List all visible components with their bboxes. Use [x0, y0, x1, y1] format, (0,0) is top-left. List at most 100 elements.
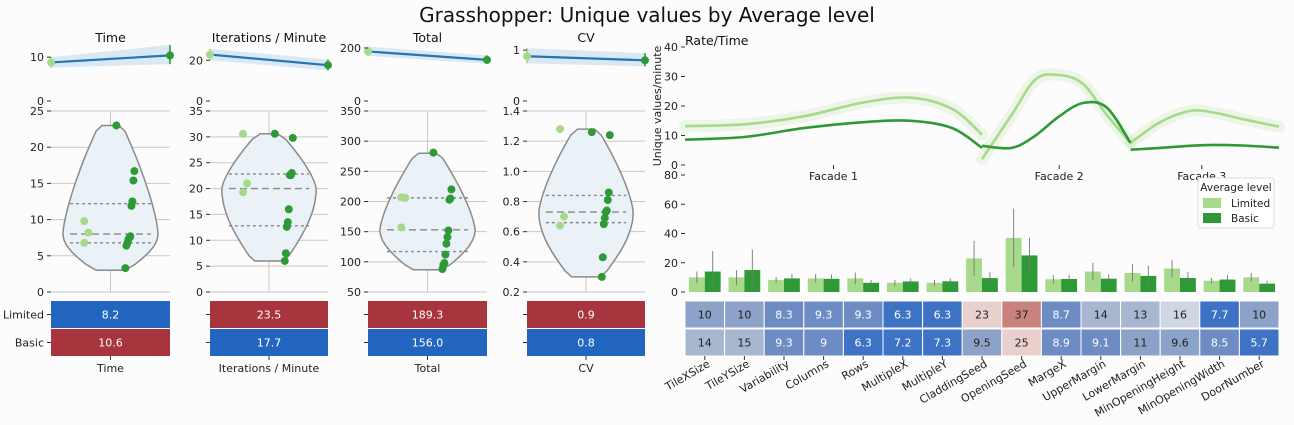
limited-point	[80, 238, 89, 247]
y-tick-label: 200	[340, 42, 361, 55]
rate-line-basic	[981, 100, 1132, 150]
rate-title: Rate/Time	[685, 33, 749, 48]
bar-limited	[847, 278, 864, 292]
y-tick-label: 15	[189, 208, 203, 221]
y-tick-label: 200	[340, 196, 361, 209]
summary-value: 156.0	[412, 337, 444, 350]
y-tick-label: 0	[671, 286, 678, 299]
panel-title: Time	[94, 30, 126, 45]
heat-value: 9.1	[1092, 337, 1110, 350]
summary-cell	[527, 329, 645, 356]
y-tick-label: 10	[30, 51, 44, 64]
heat-cell	[1159, 300, 1201, 329]
y-tick-label: 20	[189, 183, 203, 196]
y-tick-label: 0	[37, 95, 44, 108]
chart-layer: Time 0 10 Iterations / Minute 0 20 Total 0 200 CV…	[3, 30, 1285, 420]
summary-value: 189.3	[412, 309, 444, 322]
heat-value: 6.3	[894, 309, 912, 322]
rate-line-limited	[684, 96, 983, 136]
heat-cell	[961, 328, 1003, 357]
y-tick-label: 0	[196, 286, 203, 299]
heat-cell	[1238, 300, 1280, 329]
heat-cell	[1238, 328, 1280, 357]
limited-point	[401, 193, 410, 202]
basic-point	[282, 222, 291, 231]
bar-basic	[1021, 255, 1038, 292]
x-axis-label: Iterations / Minute	[219, 362, 320, 375]
y-tick-label: 0	[671, 159, 678, 172]
basic-point	[597, 272, 606, 281]
x-axis-label: Time	[96, 362, 124, 375]
y-tick-label: 350	[340, 105, 361, 118]
legend-label-basic: Basic	[1231, 213, 1259, 225]
y-tick-label: 100	[340, 256, 361, 269]
basic-point	[121, 264, 130, 273]
summary-cell	[210, 329, 328, 356]
bar-basic	[784, 278, 800, 292]
y-tick-label: 5	[37, 250, 44, 263]
y-tick-label: 1.4	[503, 105, 521, 118]
basic-point	[599, 220, 608, 229]
heat-cell	[1001, 300, 1042, 329]
panel-title: Total	[412, 30, 442, 45]
basic-point	[284, 205, 293, 214]
heat-value: 11	[1133, 337, 1147, 350]
heat-value: 10	[737, 309, 751, 322]
heat-value: 10	[698, 309, 712, 322]
bar-basic	[942, 281, 959, 292]
bar-limited	[886, 282, 903, 292]
heat-value: 8.7	[1052, 309, 1070, 322]
limited-point	[80, 217, 89, 226]
legend-swatch-limited	[1203, 198, 1221, 208]
legend-title: Average level	[1200, 182, 1271, 194]
y-tick-label: 5	[196, 260, 203, 273]
y-tick-label: 15	[30, 177, 44, 190]
heat-value: 6.3	[934, 309, 952, 322]
row-label: Basic	[15, 337, 44, 350]
y-tick-label: 35	[189, 105, 203, 118]
basic-point	[122, 241, 131, 250]
heat-cell	[922, 300, 963, 329]
summary-value: 0.8	[577, 337, 595, 350]
x-axis-label: Total	[414, 362, 441, 375]
heat-value: 6.3	[854, 337, 872, 350]
heat-cell	[684, 328, 726, 357]
bar-limited	[1243, 277, 1260, 292]
trend-line	[50, 54, 171, 64]
basic-point	[129, 176, 138, 185]
summary-cell	[51, 329, 170, 356]
summary-value: 8.2	[102, 309, 120, 322]
bar-basic	[1180, 277, 1196, 292]
limited-point	[556, 125, 565, 134]
y-tick-label: 25	[189, 157, 203, 170]
heat-value: 9.5	[973, 337, 991, 350]
limited-point	[397, 223, 406, 232]
y-tick-label: 0	[37, 286, 44, 299]
summary-cell	[368, 301, 487, 328]
row-label: Limited	[3, 309, 44, 322]
bar-basic	[823, 278, 840, 292]
x-axis-label: CV	[578, 362, 594, 375]
basic-point	[445, 195, 454, 204]
panel-title: CV	[577, 30, 595, 45]
category-label: Columns	[783, 357, 831, 392]
basic-point	[587, 128, 596, 137]
y-tick-label: 0	[513, 95, 520, 108]
heat-cell	[842, 328, 884, 357]
heat-cell	[1199, 328, 1240, 357]
y-tick-label: 10	[664, 130, 678, 143]
trend-line	[209, 53, 329, 67]
bar-limited	[926, 282, 943, 292]
heat-cell	[763, 328, 805, 357]
bar-limited	[688, 277, 705, 292]
heat-value: 7.2	[894, 337, 912, 350]
heat-value: 14	[698, 337, 712, 350]
heat-cell	[803, 300, 844, 329]
bar-basic	[982, 278, 998, 292]
rate-line-basic	[1130, 143, 1280, 151]
rate-y-label: Unique values/minute	[651, 45, 664, 166]
limited-point	[560, 212, 569, 221]
heat-value: 7.3	[934, 337, 952, 350]
y-tick-label: 10	[189, 234, 203, 247]
